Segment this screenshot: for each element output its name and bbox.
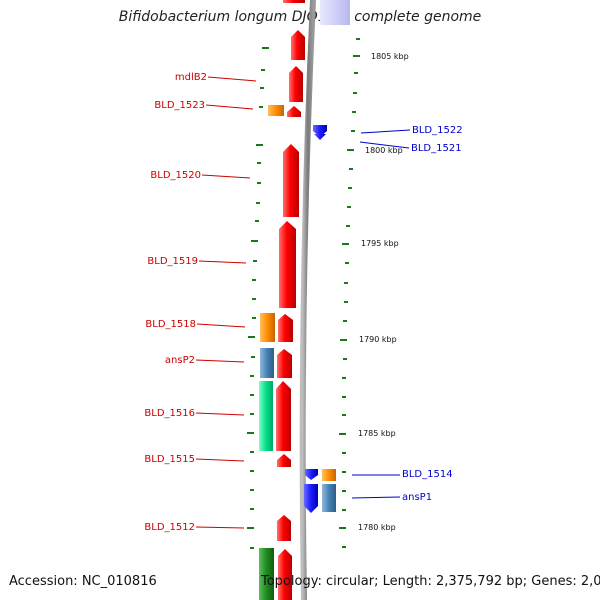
cds-arrow-BLD_1518: [278, 314, 293, 342]
partial-feature-top: [283, 0, 305, 3]
ruler-label: 1785 kbp: [358, 429, 396, 438]
gene-label-BLD_1512: BLD_1512: [144, 522, 195, 533]
cds-arrow-BLD_1515: [277, 454, 291, 467]
gene-label-BLD_1515: BLD_1515: [144, 454, 195, 465]
cds-arrow: [291, 30, 305, 60]
cds-arrow: [278, 549, 292, 600]
left-labels: mdlB2 BLD_1523 BLD_1520 BLD_1519 BLD_151…: [144, 72, 257, 533]
feature-BLD_1516: [259, 381, 273, 451]
cds-arrow-BLD_1519: [279, 221, 296, 308]
gene-label-ansP1: ansP1: [402, 492, 432, 503]
gene-label-BLD_1519: BLD_1519: [147, 256, 198, 267]
cds-arrow-BLD_1521: [314, 134, 326, 140]
inner-tick-marks: [247, 47, 269, 549]
genome-title: Bifidobacterium longum DJO10A, complete …: [118, 9, 482, 25]
ruler-label: 1800 kbp: [365, 146, 403, 155]
feature-BLD_1514: [322, 469, 336, 481]
forward-cds-track: [276, 30, 305, 600]
gene-label-BLD_1521: BLD_1521: [411, 143, 462, 154]
accession-text: Accession: NC_010816: [9, 574, 157, 589]
cds-arrow-BLD_1516: [276, 381, 291, 451]
cds-arrow-mdlB2: [289, 66, 303, 102]
right-labels: BLD_1522 BLD_1521 BLD_1514 ansP1: [351, 125, 463, 503]
cds-arrow-BLD_1520: [283, 144, 299, 217]
ruler-label: 1790 kbp: [359, 335, 397, 344]
feature-BLD_1523: [268, 105, 284, 116]
feature-BLD_1518: [260, 313, 275, 342]
cds-arrow-BLD_1514: [305, 469, 318, 480]
ruler-label: 1795 kbp: [361, 239, 399, 248]
gene-label-BLD_1520: BLD_1520: [150, 170, 201, 181]
gene-label-BLD_1523: BLD_1523: [154, 100, 205, 111]
cds-arrow-ansP1: [304, 484, 318, 513]
reverse-cds-track: [304, 125, 336, 513]
gene-label-BLD_1518: BLD_1518: [145, 319, 196, 330]
genome-summary-text: Topology: circular; Length: 2,375,792 bp…: [261, 574, 600, 589]
gene-label-BLD_1522: BLD_1522: [412, 125, 463, 136]
gene-label-ansP2: ansP2: [165, 355, 195, 366]
gene-label-BLD_1514: BLD_1514: [402, 469, 453, 480]
cds-arrow-ansP2: [277, 349, 292, 378]
cds-arrow-BLD_1512: [277, 515, 291, 541]
genome-backbone: [299, 0, 316, 600]
feature-ansP2: [260, 348, 274, 378]
outer-tick-marks: [339, 38, 360, 548]
gene-label-mdlB2: mdlB2: [175, 72, 207, 83]
inner-feature-track: [259, 105, 284, 600]
ruler-label: 1780 kbp: [358, 523, 396, 532]
feature-ansP1: [322, 484, 336, 512]
cds-arrow-BLD_1523: [287, 106, 301, 117]
gene-label-BLD_1516: BLD_1516: [144, 408, 195, 419]
feature-dark-green: [259, 548, 274, 600]
partial-feature-top-right: [320, 0, 350, 25]
ruler-label: 1805 kbp: [371, 52, 409, 61]
